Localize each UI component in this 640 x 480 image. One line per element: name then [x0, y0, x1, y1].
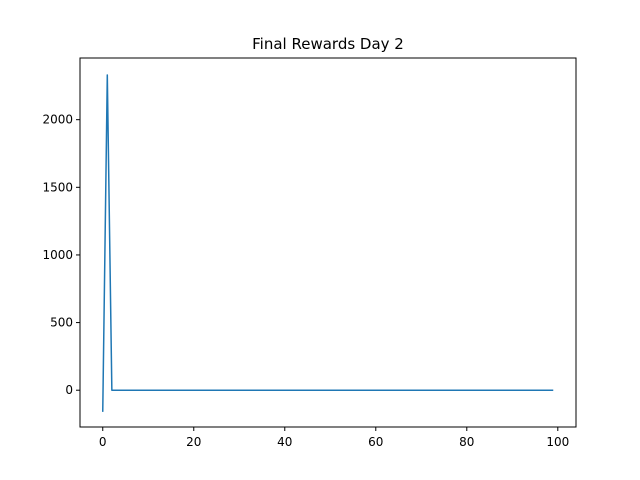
y-tick-label: 2000: [42, 113, 73, 127]
x-tick-label: 80: [459, 435, 474, 449]
x-tick-label: 100: [546, 435, 569, 449]
x-tick-label: 40: [277, 435, 292, 449]
series-line-0: [102, 74, 554, 412]
axes-frame: [79, 57, 577, 428]
chart-title: Final Rewards Day 2: [252, 35, 404, 53]
x-tick-label: 20: [186, 435, 201, 449]
y-tick-label: 500: [50, 316, 73, 330]
y-tick-label: 1000: [42, 248, 73, 262]
y-tick-label: 0: [65, 383, 73, 397]
y-tick-label: 1500: [42, 180, 73, 194]
x-tick-label: 0: [99, 435, 107, 449]
x-tick-label: 60: [368, 435, 383, 449]
